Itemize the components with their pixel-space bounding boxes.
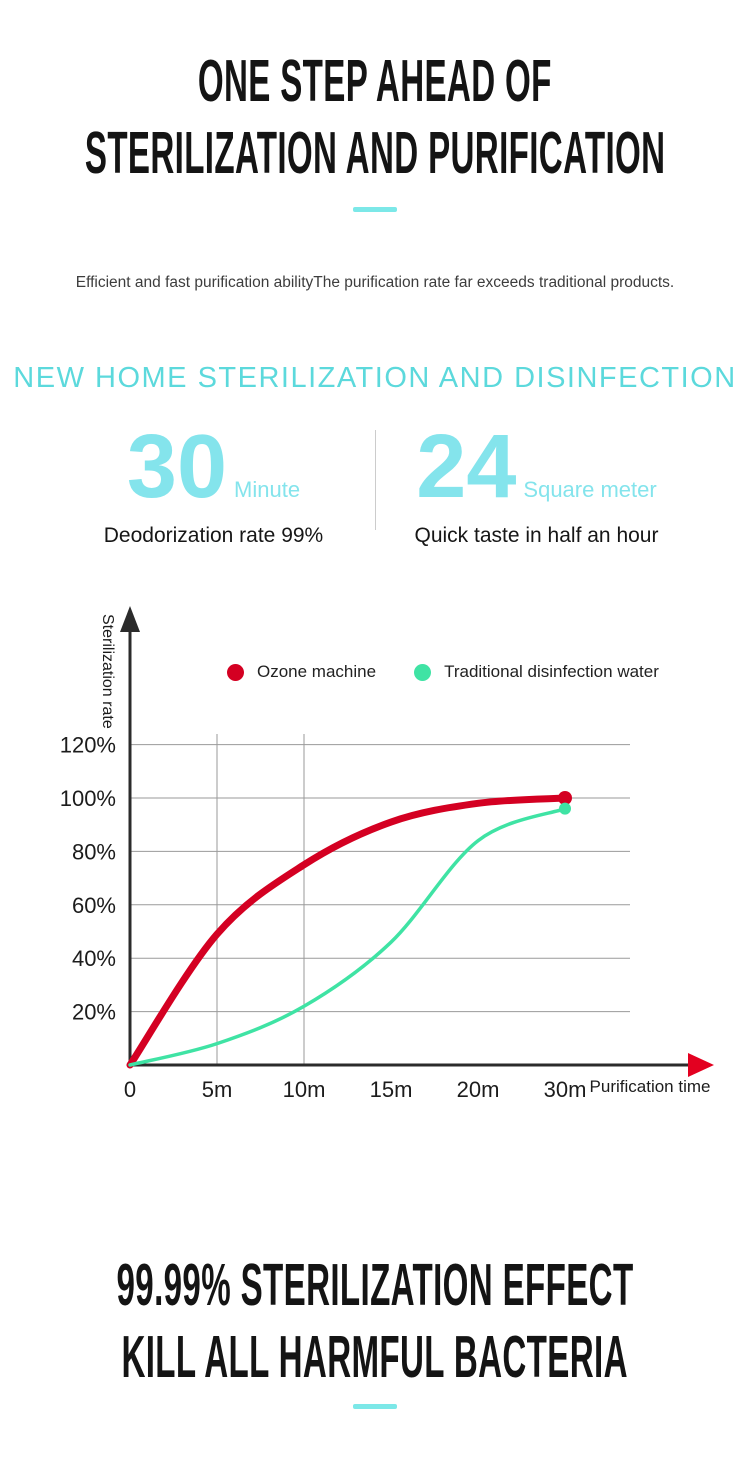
hero-subtitle: Efficient and fast purification abilityT… [75,273,675,291]
x-tick-label: 30m [544,1077,587,1102]
footer-title-line2-row: KILL ALL HARMFUL BACTERIA [0,1320,750,1392]
y-tick-label: 60% [72,893,116,918]
sterilization-chart: 20% 40% 60% 80% 100% 120% 0 5m 10m 15m 20m 30m Purif… [0,600,750,1112]
y-tick-label: 40% [72,946,116,971]
stat-minutes-unit: Minute [234,477,301,502]
hero-title-line2-row: STERILIZATION AND PURIFICATION [0,116,750,188]
stat-area-caption: Quick taste in half an hour [414,524,659,547]
section-heading: NEW HOME STERILIZATION AND DISINFECTION [13,362,737,395]
legend-item-traditional: Traditional disinfection water [414,662,659,682]
series-line-1 [128,806,567,1067]
series-line-0 [126,794,569,1069]
stat-area: 24 Square meter Quick taste in half an h… [394,422,680,548]
x-tick-label: 10m [283,1077,326,1102]
y-tick-label: 80% [72,839,116,864]
accent-divider-top [353,207,397,212]
y-tick-label: 100% [60,786,116,811]
x-axis-title: Purification time [590,1077,711,1096]
stat-minutes: 30 Minute Deodorization rate 99% [71,422,357,548]
legend-label-traditional: Traditional disinfection water [444,662,659,681]
stat-minutes-value: 30 [126,417,228,517]
footer-title-line1-row: 99.99% STERILIZATION EFFECT [0,1248,750,1320]
x-tick-label: 5m [202,1077,233,1102]
footer-title-line2: KILL ALL HARMFUL BACTERIA [121,1322,629,1390]
stat-minutes-caption: Deodorization rate 99% [103,524,324,547]
legend-item-ozone: Ozone machine [227,662,376,682]
ozone-legend-dot-icon [227,663,244,681]
y-tick-label: 20% [72,1000,116,1025]
traditional-legend-dot-icon [414,663,432,681]
stats-divider [374,430,376,530]
x-tick-label: 20m [457,1077,500,1102]
stat-minutes-top: 30 Minute [71,422,357,512]
series-end-dot-0 [558,791,572,805]
hero-title-line1-row: ONE STEP AHEAD OF [0,44,750,116]
legend-label-ozone: Ozone machine [257,662,377,681]
x-tick-label: 0 [124,1077,136,1102]
chart-svg: 20% 40% 60% 80% 100% 120% 0 5m 10m 15m 20m 30m Purif… [60,606,714,1102]
y-axis-arrow-icon [120,606,140,632]
y-tick-label: 120% [60,733,116,758]
series-end-dot-1 [559,802,571,815]
chart-legend: Ozone machine Traditional disinfection w… [227,662,659,682]
stat-area-value: 24 [416,417,517,517]
hero-title-line2: STERILIZATION AND PURIFICATION [84,118,666,186]
stat-area-unit: Square meter [523,477,657,502]
accent-divider-bottom [353,1404,397,1409]
hero-title-line1: ONE STEP AHEAD OF [198,46,552,114]
x-axis-arrow-icon [688,1053,714,1077]
stat-area-top: 24 Square meter [394,422,680,512]
y-axis-title: Sterilization rate [99,614,116,729]
x-tick-label: 15m [370,1077,413,1102]
stats-row: 30 Minute Deodorization rate 99% 24 Squa… [0,422,750,548]
footer-title-line1: 99.99% STERILIZATION EFFECT [116,1250,634,1318]
